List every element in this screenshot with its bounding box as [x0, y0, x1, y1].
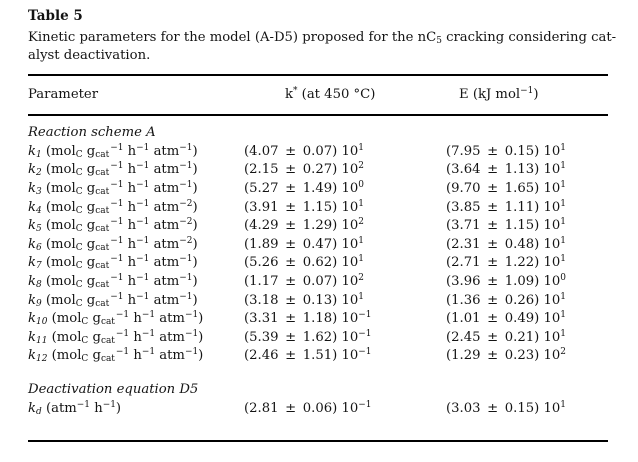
k-value-cell: (2.46 ± 1.51) 10−1 — [244, 347, 372, 364]
table-row: k10 (molC gcat−1 h−1 atm−1) (3.31 ± 1.18)… — [28, 310, 608, 329]
table-row: k5 (molC gcat−1 h−1 atm−2) (4.29 ± 1.29) … — [28, 217, 608, 236]
k-value-cell: (5.26 ± 0.62) 101 — [244, 254, 364, 271]
k-value-cell: (1.17 ± 0.07) 102 — [244, 273, 364, 289]
table-row: k4 (molC gcat−1 h−1 atm−2) (3.91 ± 1.15) … — [28, 199, 608, 218]
table-row: k1 (molC gcat−1 h−1 atm−1) (4.07 ± 0.07) … — [28, 143, 608, 162]
k-value-cell: (3.18 ± 0.13) 101 — [244, 291, 364, 308]
e-value-cell: (2.31 ± 0.48) 101 — [446, 235, 566, 252]
table-header-row: Parameter k* (at 450 °C) E (kJ mol−1) — [28, 74, 608, 117]
table-row: k3 (molC gcat−1 h−1 atm−1) (5.27 ± 1.49) … — [28, 180, 608, 199]
e-value-cell: (1.01 ± 0.49) 101 — [446, 310, 566, 327]
table-row: k11 (molC gcat−1 h−1 atm−1) (5.39 ± 1.62)… — [28, 329, 608, 348]
table-label: Table 5 — [28, 8, 83, 24]
e-value-cell: (3.85 ± 1.11) 101 — [446, 198, 566, 215]
caption-line: alyst deactivation. — [28, 47, 151, 63]
section-heading: Deactivation equation D5 — [28, 381, 199, 397]
table-row: k7 (molC gcat−1 h−1 atm−1) (5.26 ± 0.62) … — [28, 254, 608, 273]
parameter-cell: k11 (molC gcat−1 h−1 atm−1) — [28, 328, 204, 346]
k-value-cell: (5.27 ± 1.49) 100 — [244, 180, 364, 196]
k-value-cell: (4.29 ± 1.29) 102 — [244, 217, 364, 234]
parameter-cell: k1 (molC gcat−1 h−1 atm−1) — [28, 142, 198, 161]
parameter-cell: kd (atm−1 h−1) — [28, 399, 122, 417]
table-row: k6 (molC gcat−1 h−1 atm−2) (1.89 ± 0.47) … — [28, 236, 608, 255]
k-value-cell: (2.81 ± 0.06) 10−1 — [244, 399, 372, 416]
column-header-parameter: Parameter — [28, 87, 99, 103]
k-value-cell: (3.31 ± 1.18) 10−1 — [244, 310, 372, 327]
e-value-cell: (3.64 ± 1.13) 101 — [446, 161, 566, 178]
parameter-cell: k9 (molC gcat−1 h−1 atm−1) — [28, 291, 198, 309]
parameter-cell: k2 (molC gcat−1 h−1 atm−1) — [28, 161, 198, 179]
table-row: k2 (molC gcat−1 h−1 atm−1) (2.15 ± 0.27) … — [28, 161, 608, 180]
parameter-cell: k10 (molC gcat−1 h−1 atm−1) — [28, 310, 204, 328]
parameter-cell: k5 (molC gcat−1 h−1 atm−2) — [28, 217, 198, 235]
parameter-cell: k3 (molC gcat−1 h−1 atm−1) — [28, 180, 198, 198]
e-value-cell: (7.95 ± 0.15) 101 — [446, 142, 566, 159]
table-row: k12 (molC gcat−1 h−1 atm−1) (2.46 ± 1.51)… — [28, 347, 608, 366]
e-value-cell: (3.03 ± 0.15) 101 — [446, 399, 566, 416]
e-value-cell: (9.70 ± 1.65) 101 — [446, 180, 566, 196]
section-heading: Reaction scheme A — [28, 125, 156, 141]
e-value-cell: (1.36 ± 0.26) 101 — [446, 291, 566, 308]
k-value-cell: (1.89 ± 0.47) 101 — [244, 235, 364, 252]
kinetic-parameters-table: Parameter k* (at 450 °C) E (kJ mol−1) Re… — [28, 74, 608, 443]
table-caption: Kinetic parameters for the model (A-D5) … — [28, 29, 617, 64]
e-value-cell: (2.71 ± 1.22) 101 — [446, 254, 566, 271]
column-header-activation-energy: E (kJ mol−1) — [459, 86, 539, 103]
table-bottom-rule — [28, 440, 608, 443]
caption-line: Kinetic parameters for the model (A-D5) … — [28, 30, 617, 47]
e-value-cell: (1.29 ± 0.23) 102 — [446, 347, 566, 364]
k-value-cell: (3.91 ± 1.15) 101 — [244, 198, 364, 215]
e-value-cell: (2.45 ± 0.21) 101 — [446, 328, 566, 345]
k-value-cell: (4.07 ± 0.07) 101 — [244, 142, 364, 159]
e-value-cell: (3.71 ± 1.15) 101 — [446, 217, 566, 234]
table-row: kd (atm−1 h−1) (2.81 ± 0.06) 10−1 (3.03 ± … — [28, 400, 608, 419]
parameter-cell: k6 (molC gcat−1 h−1 atm−2) — [28, 235, 198, 253]
column-header-k-450c: k* (at 450 °C) — [285, 86, 376, 103]
k-value-cell: (2.15 ± 0.27) 102 — [244, 161, 364, 178]
k-value-cell: (5.39 ± 1.62) 10−1 — [244, 328, 372, 345]
table-row: k8 (molC gcat−1 h−1 atm−1) (1.17 ± 0.07) … — [28, 273, 608, 292]
parameter-cell: k4 (molC gcat−1 h−1 atm−2) — [28, 198, 198, 216]
table-row: k9 (molC gcat−1 h−1 atm−1) (3.18 ± 0.13) … — [28, 292, 608, 311]
parameter-cell: k12 (molC gcat−1 h−1 atm−1) — [28, 347, 204, 365]
e-value-cell: (3.96 ± 1.09) 100 — [446, 273, 566, 289]
parameter-cell: k7 (molC gcat−1 h−1 atm−1) — [28, 254, 198, 272]
parameter-cell: k8 (molC gcat−1 h−1 atm−1) — [28, 273, 198, 291]
